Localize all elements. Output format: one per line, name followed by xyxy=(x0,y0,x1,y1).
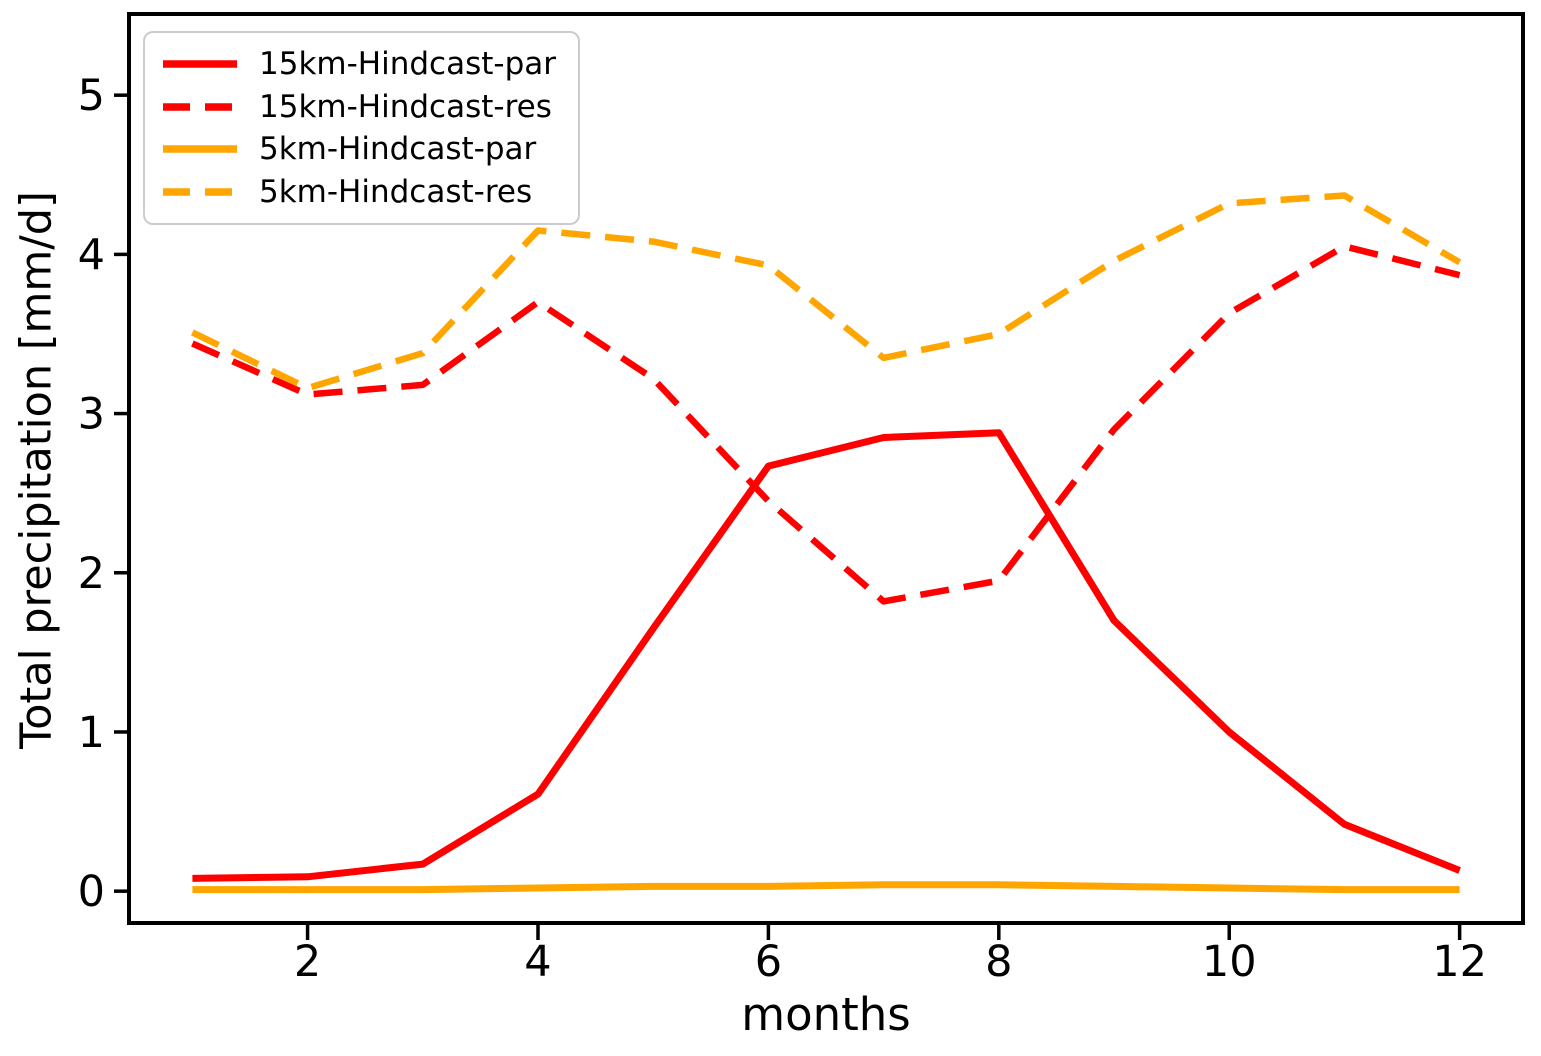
y-tick-label: 3 xyxy=(78,390,105,440)
y-tick-label: 2 xyxy=(78,549,105,599)
legend-dashed-line-sample xyxy=(163,188,237,196)
series-line-15km-Hindcast-res xyxy=(191,243,1461,605)
x-tick-label: 6 xyxy=(755,937,782,987)
legend-item-label: 15km-Hindcast-res xyxy=(259,88,552,125)
legend-item: 5km-Hindcast-res xyxy=(161,171,556,214)
legend-item-label: 5km-Hindcast-par xyxy=(259,131,537,168)
y-tick-label: 0 xyxy=(78,867,105,917)
legend-solid-line-sample xyxy=(163,60,237,68)
x-tick-label: 4 xyxy=(524,937,551,987)
x-tick-label: 10 xyxy=(1202,937,1257,987)
series-line-5km-Hindcast-par xyxy=(192,881,1460,894)
legend: 15km-Hindcast-par 15km-Hindcast-res 5km-Hi… xyxy=(143,31,580,225)
legend-item: 15km-Hindcast-par xyxy=(161,43,556,86)
legend-solid-line-sample xyxy=(163,145,237,153)
legend-item: 15km-Hindcast-res xyxy=(161,86,556,129)
x-tick-label: 12 xyxy=(1432,937,1487,987)
series-line-5km-Hindcast-res xyxy=(190,192,1462,392)
x-tick-label: 2 xyxy=(294,937,321,987)
series-line-15km-Hindcast-par xyxy=(192,429,1461,882)
legend-item-label: 5km-Hindcast-res xyxy=(259,173,533,210)
x-tick-label: 8 xyxy=(985,937,1012,987)
y-tick-label: 1 xyxy=(78,708,105,758)
y-tick-label: 4 xyxy=(78,230,105,280)
y-tick-label: 5 xyxy=(78,71,105,121)
x-axis-label: months xyxy=(741,988,911,1041)
plot-frame xyxy=(127,12,1525,925)
legend-dashed-line-sample xyxy=(163,103,237,111)
y-axis-label: Total precipitation [mm/d] xyxy=(11,191,62,749)
legend-item: 5km-Hindcast-par xyxy=(161,128,556,171)
legend-item-label: 15km-Hindcast-par xyxy=(259,46,556,83)
